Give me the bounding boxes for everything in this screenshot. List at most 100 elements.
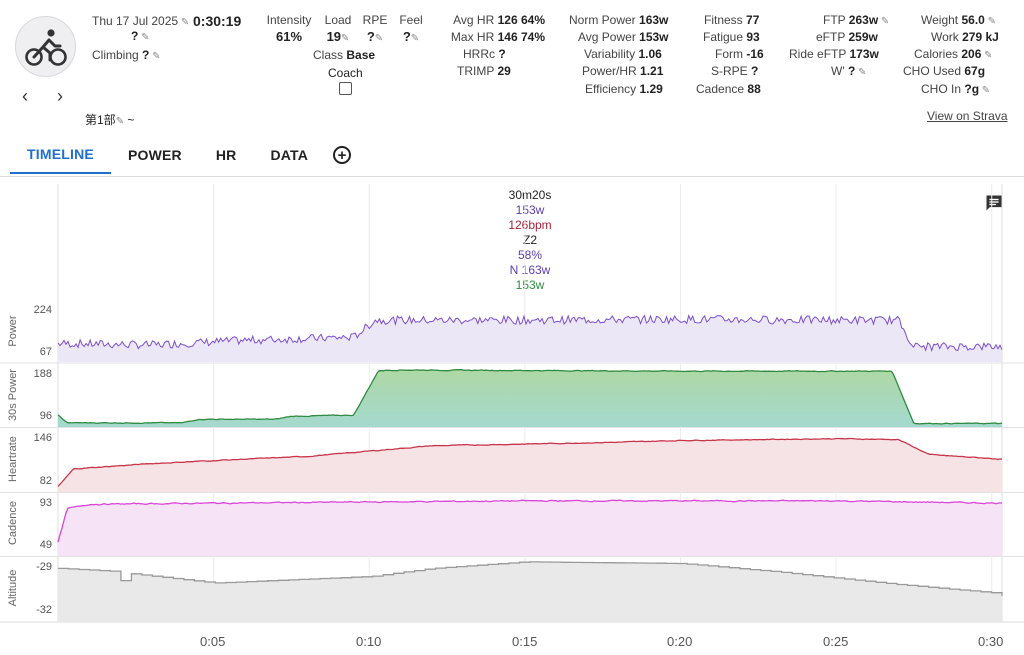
edit-name-icon[interactable]: ✎	[138, 32, 150, 43]
activity-name[interactable]: ? ✎	[131, 29, 150, 43]
activity-type-avatar	[15, 16, 76, 77]
activity-duration: 0:30:19	[193, 13, 242, 29]
hr-series-line	[57, 437, 1003, 487]
ride-eftp-stat: Ride eFTP 173w	[789, 47, 879, 61]
form-stat: Form -16	[715, 47, 764, 61]
srpe-stat: S-RPE ?	[711, 64, 759, 78]
weight-stat: Weight 56.0 ✎	[921, 13, 997, 27]
add-tab-icon[interactable]: +	[333, 146, 352, 164]
tab-hr[interactable]: HR	[215, 147, 237, 163]
alt-min-label: -32	[36, 604, 52, 616]
tabs-divider	[0, 176, 1024, 177]
activity-tabs: TIMELINE POWER HR DATA +	[10, 140, 352, 174]
norm-power-stat: Norm Power 163w	[569, 13, 669, 27]
x-tick-label: 0:25	[823, 634, 849, 649]
max-hr-stat: Max HR 146 74%	[450, 30, 545, 44]
x-tick-label: 0:05	[200, 634, 226, 649]
edit-climbing-icon[interactable]: ✎	[149, 51, 161, 62]
activity-title[interactable]: 第1部✎ ~	[85, 113, 135, 127]
x-tick-label: 0:15	[512, 634, 538, 649]
feel-stat: Feel ?✎	[399, 13, 423, 44]
activity-date: Thu 17 Jul 2025 ✎	[92, 14, 190, 28]
climbing-stat: Climbing ? ✎	[92, 48, 161, 62]
edit-wprime-icon[interactable]: ✎	[855, 67, 867, 78]
edit-date-icon[interactable]: ✎	[178, 17, 190, 28]
alt-max-label: -29	[36, 561, 52, 573]
edit-feel-icon[interactable]: ✎	[410, 33, 420, 44]
cadence-series-area	[58, 500, 1002, 556]
efficiency-stat: Efficiency 1.29	[585, 82, 663, 96]
tab-power[interactable]: POWER	[127, 147, 182, 163]
previous-activity-button[interactable]: ‹	[22, 86, 28, 106]
p30-min-label: 96	[39, 410, 52, 422]
p30-series-area	[58, 369, 1002, 427]
edit-title-icon[interactable]: ✎	[115, 116, 125, 127]
tab-data[interactable]: DATA	[270, 147, 309, 163]
avg-power-stat: Avg Power 153w	[578, 30, 669, 44]
rpe-stat: RPE ?✎	[362, 13, 388, 44]
power-series-line	[57, 314, 1003, 353]
readout-p30: 153w	[515, 278, 545, 292]
cadence-row-label: Cadence	[7, 500, 19, 546]
cad-min-label: 49	[39, 539, 52, 551]
intensity-stat: Intensity 61%	[266, 13, 312, 44]
hr-min-label: 82	[39, 475, 52, 487]
edit-load-icon[interactable]: ✎	[341, 33, 350, 44]
power-hr-stat: Power/HR 1.21	[582, 64, 664, 78]
ftp-stat: FTP 263w ✎	[823, 13, 890, 27]
view-on-strava-link[interactable]: View on Strava	[927, 109, 1008, 123]
power-min-label: 67	[39, 346, 52, 358]
cho-in-stat: CHO In ?g ✎	[921, 82, 991, 96]
cadence-stat: Cadence 88	[696, 82, 761, 96]
edit-weight-icon[interactable]: ✎	[984, 16, 997, 27]
work-stat: Work 279 kJ	[931, 30, 999, 44]
eftp-stat: eFTP 259w	[816, 30, 878, 44]
readout-hr: 126bpm	[508, 218, 552, 232]
fatigue-stat: Fatigue 93	[703, 30, 760, 44]
next-activity-button[interactable]: ›	[57, 86, 63, 106]
class-stat: Class Base	[313, 48, 376, 62]
altitude-row-label: Altitude	[7, 569, 19, 607]
edit-calories-icon[interactable]: ✎	[981, 50, 993, 61]
avg-hr-stat: Avg HR 126 64%	[453, 13, 545, 27]
readout-pct: 58%	[517, 248, 543, 262]
variability-stat: Variability 1.06	[584, 47, 662, 61]
edit-cho-in-icon[interactable]: ✎	[979, 85, 991, 96]
power-series-area	[58, 315, 1002, 362]
edit-rpe-icon[interactable]: ✎	[374, 33, 384, 44]
hr-max-label: 146	[33, 432, 52, 444]
readout-np: N 163w	[509, 263, 551, 277]
x-tick-label: 0:30	[978, 634, 1004, 649]
cycling-icon	[24, 28, 67, 66]
fitness-stat: Fitness 77	[704, 13, 760, 27]
cho-used-stat: CHO Used 67g	[903, 64, 986, 78]
readout-power: 153w	[515, 203, 545, 217]
cadence-series-line	[57, 499, 1003, 543]
hr-series-area	[58, 438, 1002, 492]
coach-label: Coach	[328, 66, 363, 80]
power-row-label: Power	[7, 315, 19, 347]
hrrc-stat: HRRc ?	[463, 47, 506, 61]
x-tick-label: 0:20	[667, 634, 693, 649]
readout-zone: Z2	[522, 233, 537, 247]
cad-max-label: 93	[39, 497, 52, 509]
coach-checkbox[interactable]	[339, 82, 352, 95]
comment-icon[interactable]	[983, 193, 1005, 213]
p30-max-label: 188	[33, 368, 52, 380]
hr-row-label: Heartrate	[7, 436, 19, 482]
edit-ftp-icon[interactable]: ✎	[878, 16, 890, 27]
p30-row-label: 30s Power	[7, 369, 19, 421]
wprime-stat: W' ? ✎	[831, 64, 867, 78]
readout-time: 30m20s	[508, 188, 552, 202]
trimp-stat: TRIMP 29	[457, 64, 511, 78]
cursor-readout: 30m20s 153w 126bpm Z2 58% N 163w 153w	[430, 188, 630, 293]
x-tick-label: 0:10	[356, 634, 382, 649]
tab-timeline[interactable]: TIMELINE	[10, 140, 111, 174]
calories-stat: Calories 206 ✎	[914, 47, 993, 61]
load-stat: Load 19✎	[324, 13, 352, 44]
altitude-series-area	[58, 561, 1002, 622]
p30-series-line	[57, 368, 1003, 425]
altitude-series-line	[58, 561, 1003, 596]
power-max-label: 224	[33, 304, 52, 316]
